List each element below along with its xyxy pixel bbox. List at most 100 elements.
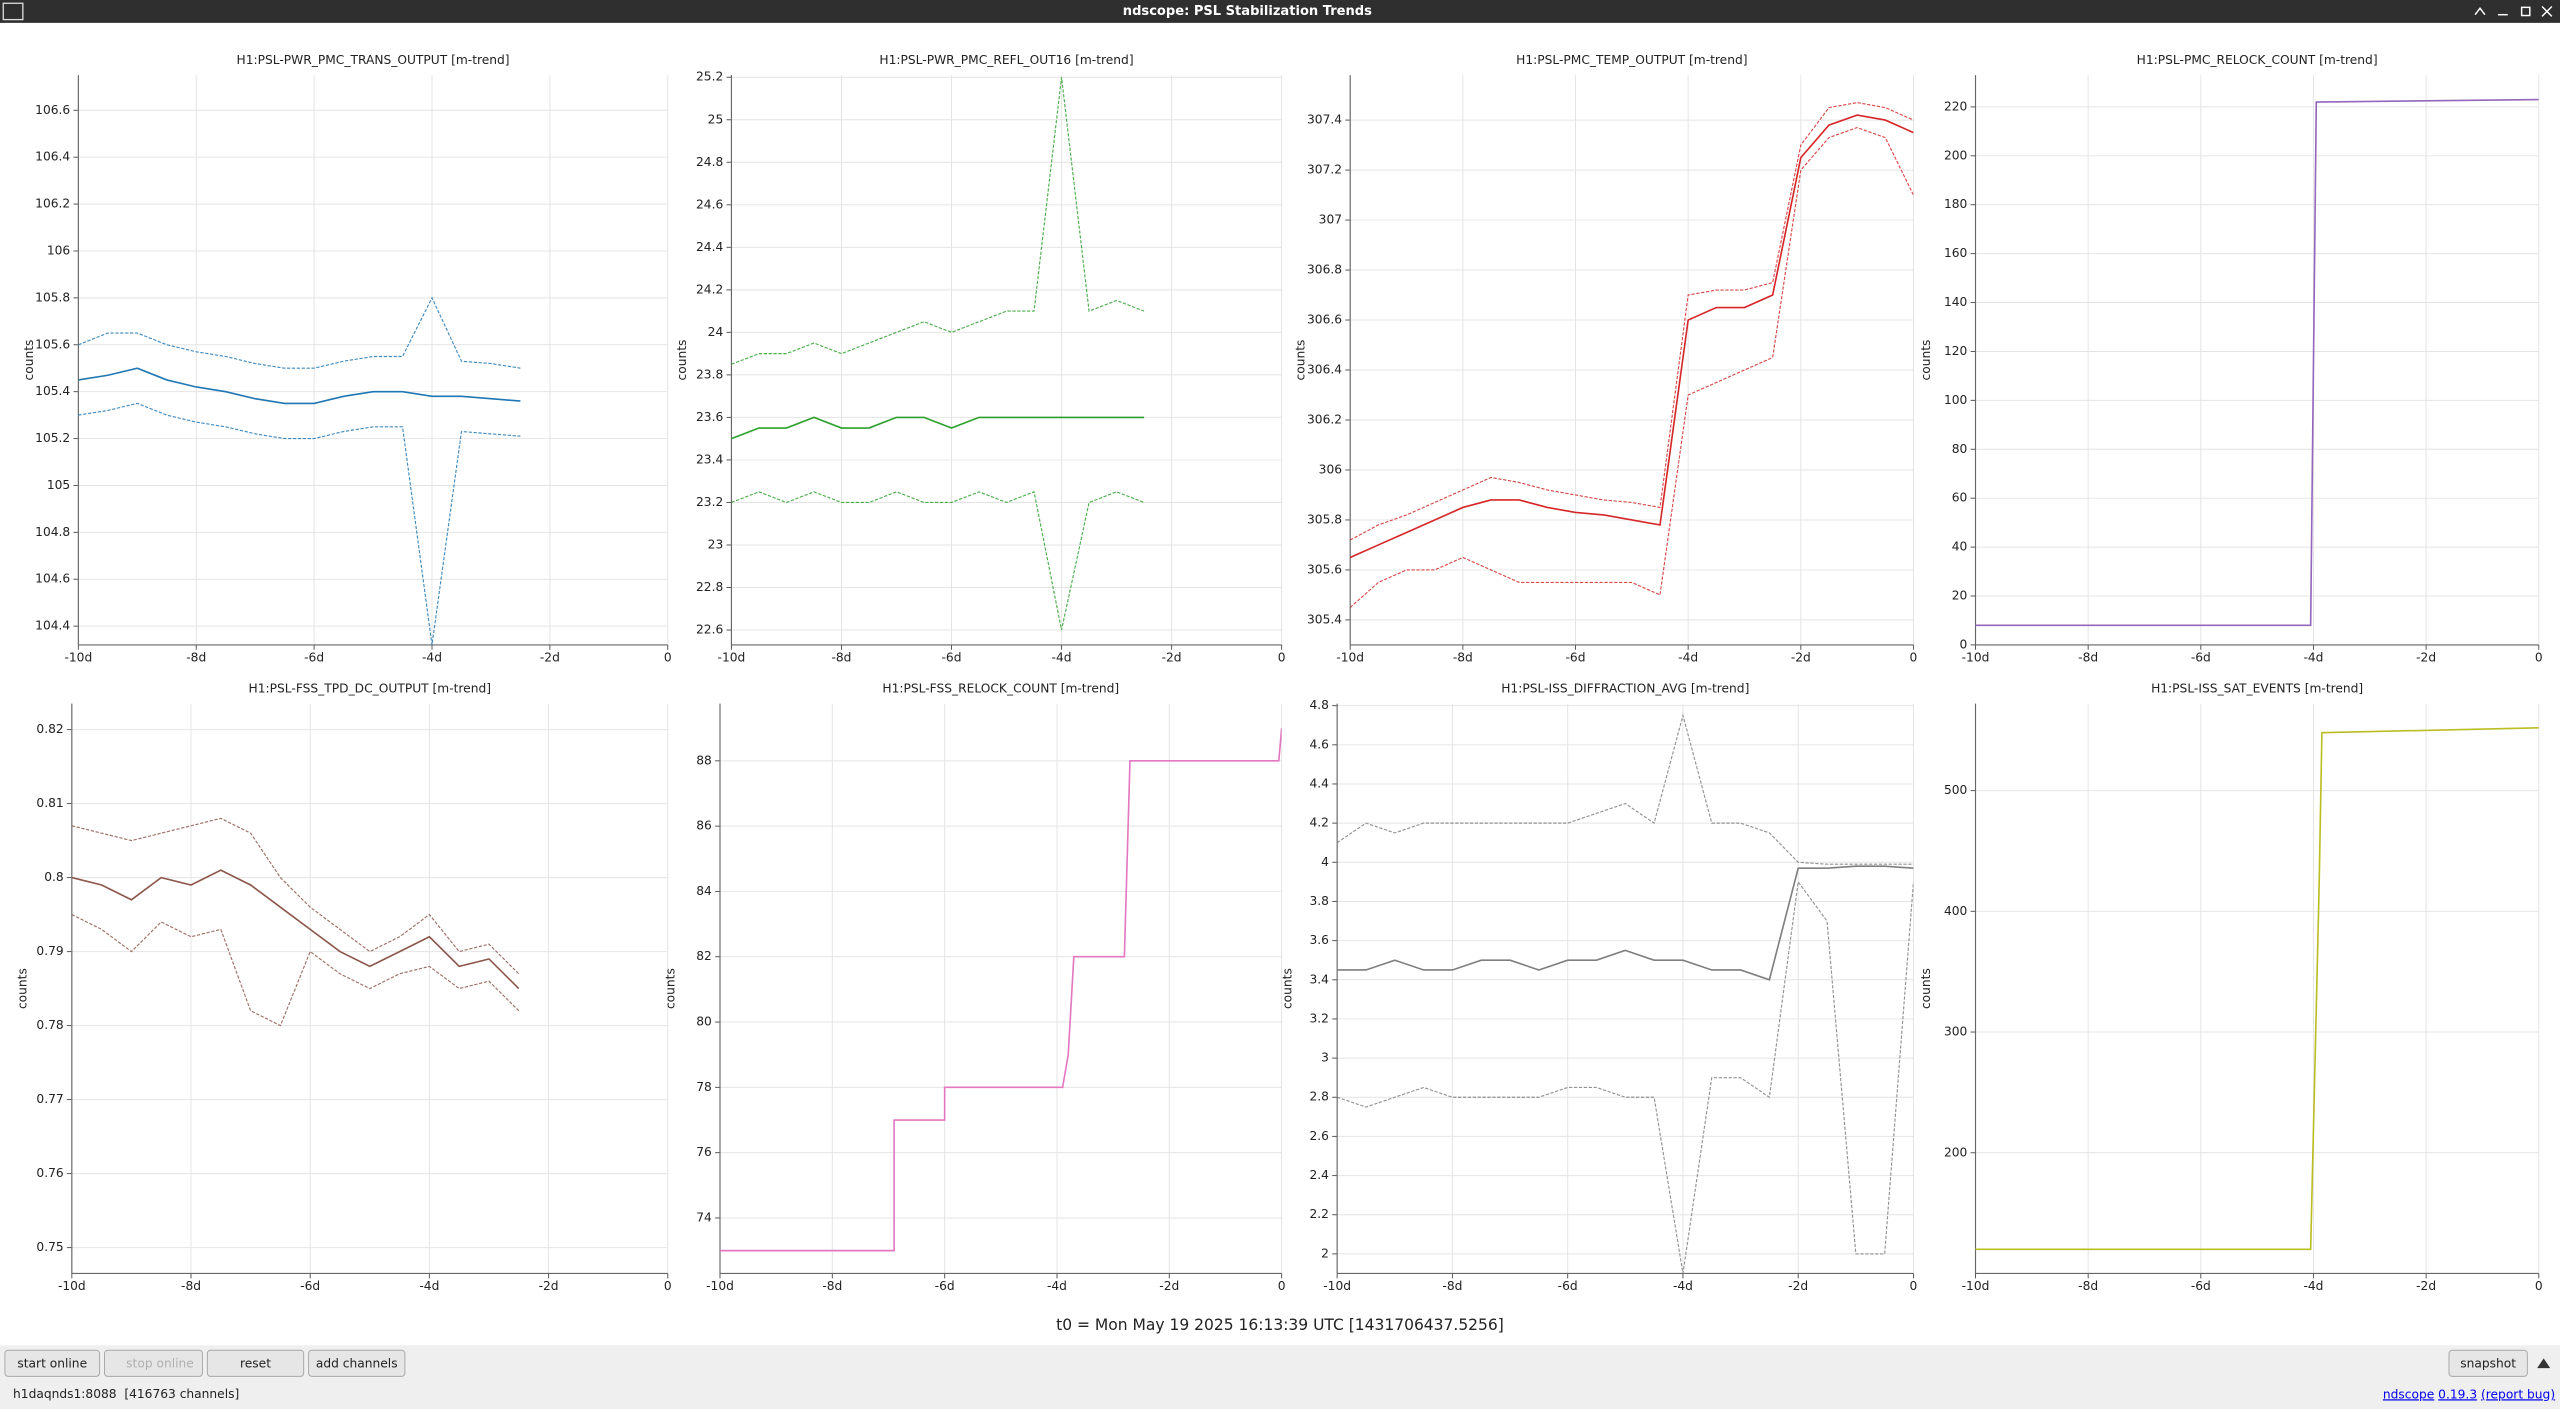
y-tick-label: 3.2 bbox=[1310, 1011, 1329, 1025]
y-tick-label: 305.8 bbox=[1307, 512, 1342, 526]
expand-toggle[interactable] bbox=[2537, 1358, 2551, 1369]
y-axis-label: counts bbox=[1281, 968, 1295, 1009]
plot: H1:PSL-ISS_DIFFRACTION_AVG [m-trend] coun… bbox=[1281, 681, 1918, 1293]
series-line bbox=[1337, 865, 1914, 981]
control-bar bbox=[0, 1345, 2560, 1409]
reset-button[interactable]: reset bbox=[206, 1349, 305, 1377]
x-tick-label: -4d bbox=[1052, 650, 1072, 664]
snapshot-button[interactable]: snapshot bbox=[2448, 1349, 2528, 1377]
x-tick-label: -2d bbox=[2416, 1279, 2436, 1293]
x-tick-label: 0 bbox=[2535, 650, 2543, 664]
y-tick-label: 140 bbox=[1944, 295, 1967, 309]
y-tick-label: 23.8 bbox=[696, 367, 723, 381]
y-tick-label: 3 bbox=[1321, 1051, 1329, 1065]
y-tick-label: 306.8 bbox=[1307, 263, 1342, 277]
x-tick-label: -2d bbox=[1788, 1279, 1808, 1293]
y-tick-label: 24.4 bbox=[696, 240, 723, 254]
button-label: start online bbox=[17, 1357, 87, 1371]
series-line bbox=[1350, 102, 1914, 541]
y-tick-label: 306.6 bbox=[1307, 313, 1342, 327]
y-tick-label: 100 bbox=[1944, 393, 1967, 407]
x-tick-label: -4d bbox=[419, 1279, 439, 1293]
x-tick-label: -4d bbox=[1673, 1279, 1693, 1293]
plot: H1:PSL-PMC_TEMP_OUTPUT [m-trend]counts30… bbox=[1294, 53, 1918, 665]
version-link[interactable]: 0.19.3 bbox=[2438, 1387, 2477, 1401]
y-tick-label: 2.2 bbox=[1310, 1207, 1329, 1221]
shade-button[interactable] bbox=[2474, 6, 2486, 16]
y-tick-label: 300 bbox=[1944, 1025, 1967, 1039]
series-line bbox=[71, 914, 520, 1027]
x-tick-label: -8d bbox=[2078, 1279, 2098, 1293]
plot-title: H1:PSL-PMC_TEMP_OUTPUT [m-trend] bbox=[1516, 53, 1747, 67]
maximize-button[interactable] bbox=[2520, 6, 2531, 17]
t0-label: t0 = Mon May 19 2025 16:13:39 UTC [14317… bbox=[1056, 1316, 1504, 1334]
plot-data bbox=[1975, 727, 2539, 1251]
x-tick-label: -10d bbox=[718, 650, 746, 664]
title-bar bbox=[0, 0, 2560, 23]
y-tick-label: 23.4 bbox=[696, 452, 723, 466]
y-tick-label: 0.8 bbox=[44, 870, 63, 884]
x-tick-label: 0 bbox=[1910, 1279, 1918, 1293]
y-tick-label: 200 bbox=[1944, 148, 1967, 162]
plot: H1:PSL-FSS_RELOCK_COUNT [m-trend] counts 7… bbox=[664, 681, 1286, 1293]
y-tick-label: 220 bbox=[1944, 99, 1967, 113]
x-tick-label: -6d bbox=[2191, 650, 2211, 664]
y-tick-label: 0.79 bbox=[36, 944, 63, 958]
app-menu-icon[interactable] bbox=[2, 2, 24, 21]
x-tick-label: -6d bbox=[942, 650, 962, 664]
y-tick-label: 0.76 bbox=[36, 1166, 63, 1180]
x-tick-label: 0 bbox=[1910, 650, 1918, 664]
y-tick-label: 0.81 bbox=[36, 796, 63, 810]
y-tick-label: 25 bbox=[708, 112, 724, 126]
plot-data bbox=[1975, 98, 2539, 627]
x-tick-label: -10d bbox=[64, 650, 92, 664]
x-tick-label: -8d bbox=[822, 1279, 842, 1293]
x-tick-label: 0 bbox=[664, 1279, 672, 1293]
y-tick-label: 307.2 bbox=[1307, 163, 1342, 177]
y-tick-label: 104.6 bbox=[35, 572, 70, 586]
y-tick-label: 2.6 bbox=[1310, 1129, 1330, 1143]
plot-data bbox=[731, 77, 1145, 631]
plot-title: H1:PSL-ISS_SAT_EVENTS [m-trend] bbox=[2151, 681, 2363, 695]
y-tick-label: 22.8 bbox=[696, 580, 723, 594]
y-tick-label: 400 bbox=[1944, 904, 1967, 918]
status-server: h1daqnds1:8088 [416763 channels] bbox=[13, 1387, 239, 1401]
plot: H1:PSL-ISS_SAT_EVENTS [m-trend] counts 200… bbox=[1919, 681, 2543, 1293]
series-line bbox=[731, 416, 1145, 440]
y-tick-label: 200 bbox=[1944, 1145, 1967, 1159]
y-tick-label: 306.4 bbox=[1307, 363, 1342, 377]
y-tick-label: 106.4 bbox=[35, 150, 70, 164]
y-tick-label: 76 bbox=[696, 1145, 712, 1159]
y-tick-label: 24 bbox=[708, 325, 724, 339]
report-bug-link[interactable]: (report bug) bbox=[2481, 1387, 2555, 1401]
x-tick-label: -8d bbox=[186, 650, 206, 664]
y-tick-label: 180 bbox=[1944, 197, 1967, 211]
close-button[interactable] bbox=[2541, 6, 2553, 17]
series-line bbox=[1337, 880, 1914, 1274]
x-tick-label: -10d bbox=[1962, 650, 1990, 664]
x-tick-label: -4d bbox=[2303, 1279, 2323, 1293]
y-tick-label: 3.6 bbox=[1310, 933, 1330, 947]
y-tick-label: 105.4 bbox=[35, 384, 70, 398]
stop-online-button: stop online bbox=[104, 1349, 203, 1377]
x-tick-label: -2d bbox=[1159, 1279, 1179, 1293]
series-line bbox=[1350, 126, 1914, 608]
y-tick-label: 500 bbox=[1944, 783, 1967, 797]
x-tick-label: -10d bbox=[706, 1279, 734, 1293]
y-tick-label: 86 bbox=[696, 819, 712, 833]
y-tick-label: 20 bbox=[1952, 588, 1968, 602]
start-online-button[interactable]: start online bbox=[4, 1349, 101, 1377]
add-channels-button[interactable]: add channels bbox=[308, 1349, 406, 1377]
y-tick-label: 160 bbox=[1944, 246, 1967, 260]
y-tick-label: 23.6 bbox=[696, 410, 723, 424]
plot-title: H1:PSL-ISS_DIFFRACTION_AVG [m-trend] bbox=[1501, 681, 1749, 695]
y-tick-label: 24.2 bbox=[696, 282, 723, 296]
plot-data bbox=[1350, 102, 1914, 608]
y-tick-label: 23.2 bbox=[696, 495, 723, 509]
plot-data bbox=[1337, 713, 1914, 1274]
x-tick-label: -2d bbox=[539, 1279, 559, 1293]
x-tick-label: -10d bbox=[1323, 1279, 1351, 1293]
x-tick-label: -8d bbox=[2078, 650, 2098, 664]
x-tick-label: 0 bbox=[664, 650, 672, 664]
